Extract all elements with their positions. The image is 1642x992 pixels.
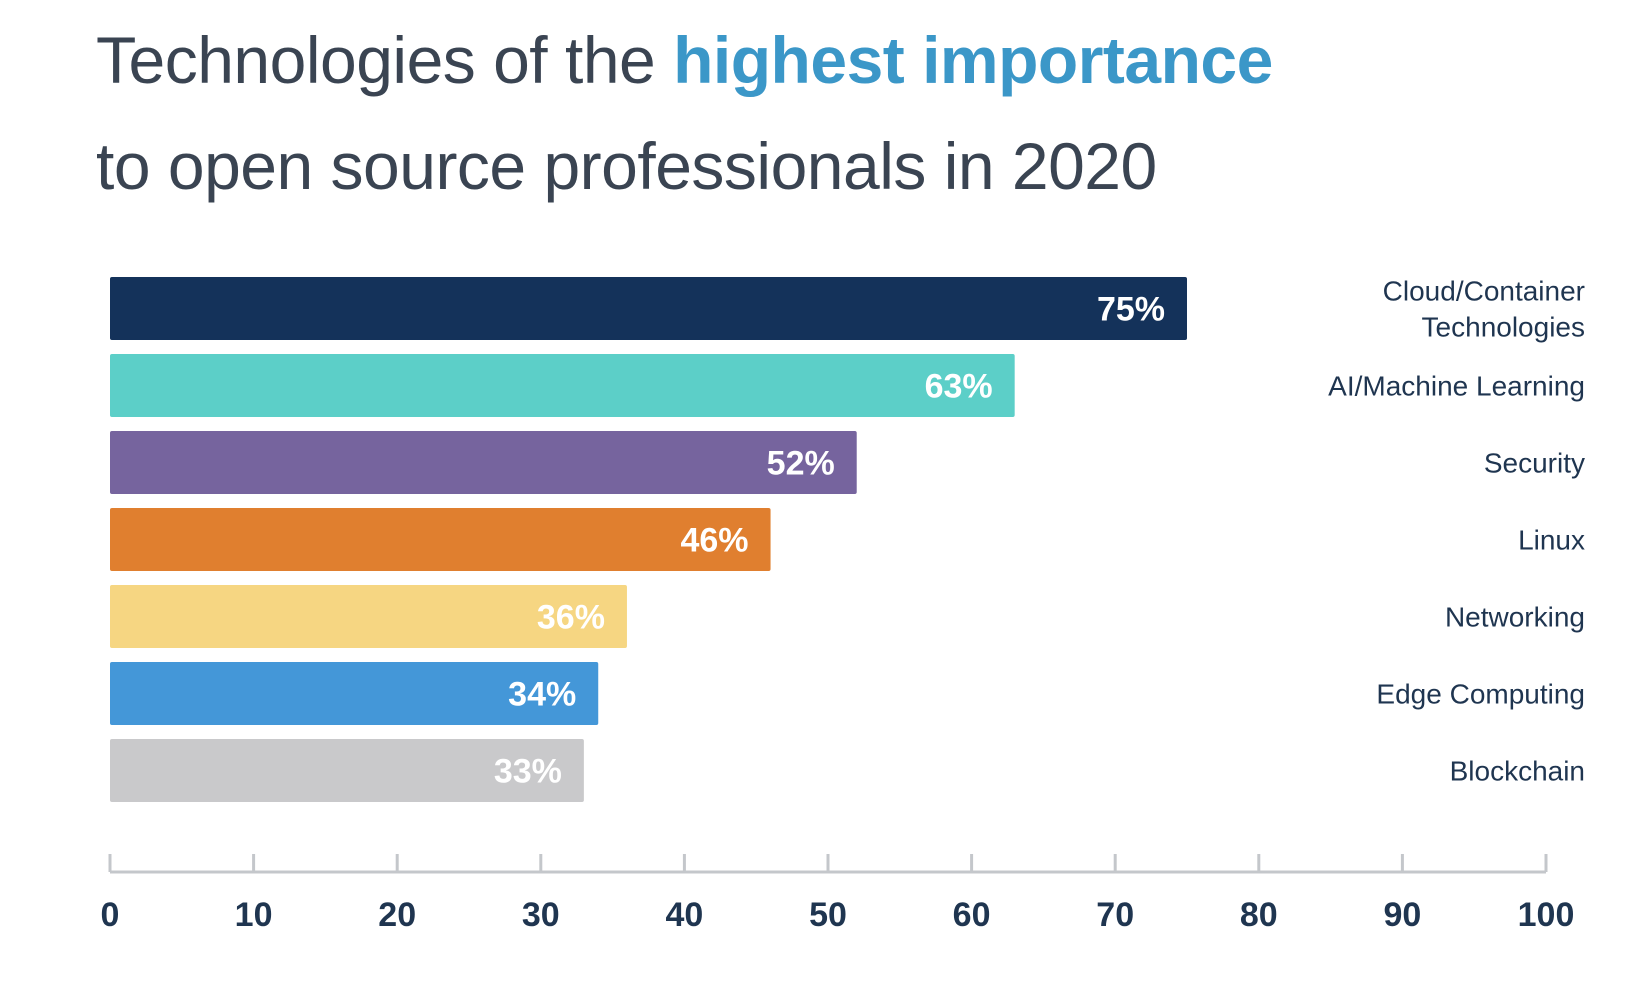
chart-title-line1: Technologies of the highest importance	[96, 22, 1273, 98]
title-highlight: highest importance	[673, 23, 1273, 97]
category-label-0-1: Technologies	[1422, 312, 1585, 343]
bar-3	[110, 508, 771, 571]
x-tick-label-6: 60	[953, 896, 991, 934]
value-label-1: 63%	[925, 368, 993, 406]
chart-title-line2: to open source professionals in 2020	[96, 129, 1157, 203]
bar-4	[110, 585, 627, 648]
title-text: Technologies of the	[96, 23, 674, 97]
value-label-3: 46%	[680, 522, 748, 560]
x-tick-label-8: 80	[1240, 896, 1278, 934]
bar-6	[110, 739, 584, 802]
x-tick-label-7: 70	[1096, 896, 1134, 934]
bar-0	[110, 277, 1187, 340]
x-tick-label-5: 50	[809, 896, 847, 934]
bar-1	[110, 354, 1015, 417]
value-label-0: 75%	[1097, 291, 1165, 329]
x-tick-label-3: 30	[522, 896, 560, 934]
bar-5	[110, 662, 599, 725]
value-label-4: 36%	[537, 599, 605, 637]
bar-2	[110, 431, 857, 494]
category-label-2: Security	[1484, 448, 1585, 479]
category-label-3: Linux	[1518, 525, 1585, 556]
category-label-4: Networking	[1445, 602, 1585, 633]
category-label-0-0: Cloud/Container	[1383, 276, 1585, 307]
x-tick-label-4: 40	[665, 896, 703, 934]
value-label-5: 34%	[508, 676, 576, 714]
value-label-6: 33%	[494, 753, 562, 791]
x-tick-label-1: 10	[235, 896, 273, 934]
x-tick-label-0: 0	[101, 896, 120, 934]
category-label-6: Blockchain	[1450, 756, 1585, 787]
x-tick-label-2: 20	[378, 896, 416, 934]
category-label-1: AI/Machine Learning	[1328, 371, 1585, 402]
x-tick-label-10: 100	[1518, 896, 1575, 934]
value-label-2: 52%	[767, 445, 835, 483]
x-tick-label-9: 90	[1383, 896, 1421, 934]
category-label-5: Edge Computing	[1376, 679, 1585, 710]
